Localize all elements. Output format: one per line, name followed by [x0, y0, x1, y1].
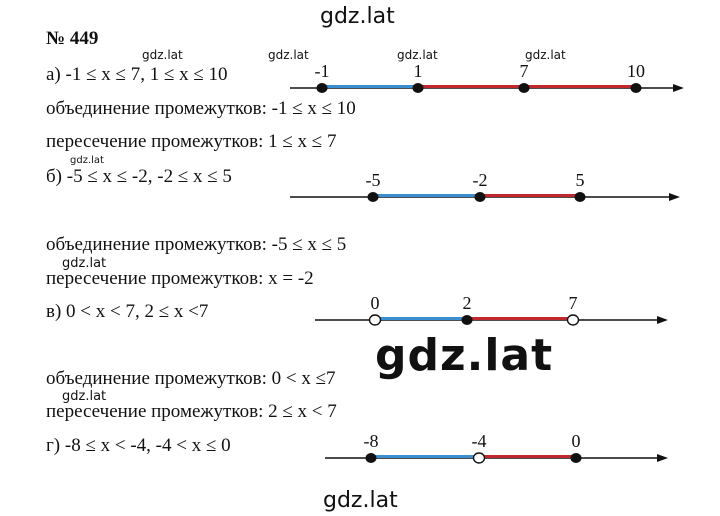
tick-label: 10	[627, 61, 645, 81]
tick-label: -1	[315, 61, 330, 81]
open-point	[472, 452, 486, 464]
axis-arrow	[657, 454, 668, 462]
part-a-union: объединение промежутков: -1 ≤ x ≤ 10	[46, 98, 356, 119]
open-point	[566, 314, 580, 326]
filled-point	[518, 83, 530, 93]
axis-arrow	[657, 316, 668, 324]
filled-point	[474, 192, 486, 202]
filled-point	[412, 83, 424, 93]
part-v-union: объединение промежутков: 0 < x ≤7	[46, 368, 336, 389]
watermark-center: gdz.lat	[375, 330, 554, 381]
tick-label: -4	[472, 431, 487, 451]
filled-point	[570, 453, 582, 463]
watermark-small: gdz.lat	[268, 48, 309, 62]
filled-point	[574, 192, 586, 202]
tick-label: 2	[463, 293, 472, 313]
filled-point	[316, 83, 328, 93]
watermark-small: gdz.lat	[397, 48, 438, 62]
watermark-small: gdz.lat	[142, 48, 183, 62]
filled-point	[461, 315, 473, 325]
watermark-small: gdz.lat	[70, 155, 104, 166]
part-b-union: объединение промежутков: -5 ≤ x ≤ 5	[46, 234, 347, 255]
tick-label: -5	[366, 170, 381, 190]
part-b-condition: б) -5 ≤ x ≤ -2, -2 ≤ x ≤ 5	[46, 166, 232, 187]
open-point	[368, 314, 382, 326]
tick-label: 7	[569, 293, 578, 313]
watermark-small: gdz.lat	[62, 389, 107, 404]
part-b-intersection: пересечение промежутков: x = -2	[46, 268, 314, 289]
exercise-number: № 449	[46, 28, 99, 49]
tick-label: -8	[364, 431, 379, 451]
tick-label: 0	[572, 431, 581, 451]
watermark-small: gdz.lat	[525, 48, 566, 62]
tick-label: 7	[520, 61, 529, 81]
tick-label: 1	[414, 61, 423, 81]
tick-label: 0	[371, 293, 380, 313]
filled-point	[367, 192, 379, 202]
part-a-intersection: пересечение промежутков: 1 ≤ x ≤ 7	[46, 131, 337, 152]
watermark-small: gdz.lat	[62, 256, 107, 271]
axis-arrow	[673, 84, 684, 92]
axis-arrow	[669, 193, 680, 201]
part-v-intersection: пересечение промежутков: 2 ≤ x < 7	[46, 401, 337, 422]
part-a-condition: а) -1 ≤ x ≤ 7, 1 ≤ x ≤ 10	[46, 64, 228, 85]
filled-point	[630, 83, 642, 93]
part-v-condition: в) 0 < x < 7, 2 ≤ x <7	[46, 301, 209, 322]
tick-label: 5	[576, 170, 585, 190]
tick-label: -2	[473, 170, 488, 190]
watermark-bottom: gdz.lat	[323, 488, 398, 513]
watermark-top: gdz.lat	[320, 4, 395, 29]
filled-point	[365, 453, 377, 463]
part-g-condition: г) -8 ≤ x < -4, -4 < x ≤ 0	[46, 435, 231, 456]
